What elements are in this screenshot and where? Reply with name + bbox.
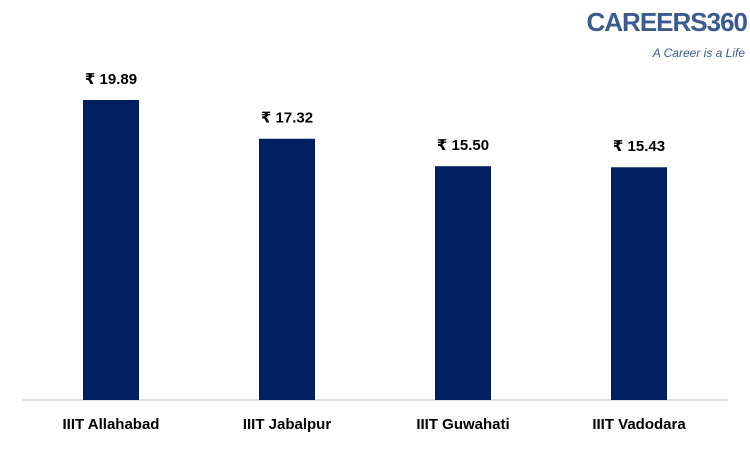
x-tick-label: IIIT Jabalpur [243, 416, 332, 433]
value-label: ₹ 15.43 [613, 138, 665, 155]
value-label: ₹ 17.32 [261, 110, 313, 127]
bar [435, 166, 491, 400]
logo-tagline: A Career is a Life [652, 46, 746, 60]
x-tick-label: IIIT Allahabad [63, 416, 160, 433]
bar [83, 99, 139, 401]
bar [611, 167, 667, 400]
value-label: ₹ 15.50 [437, 137, 489, 154]
x-tick-label: IIIT Guwahati [416, 416, 509, 433]
logo-text: CAREERS360 [586, 7, 747, 37]
bar [259, 138, 315, 401]
x-tick-label: IIIT Vadodara [592, 416, 686, 433]
value-label: ₹ 19.89 [85, 71, 137, 88]
